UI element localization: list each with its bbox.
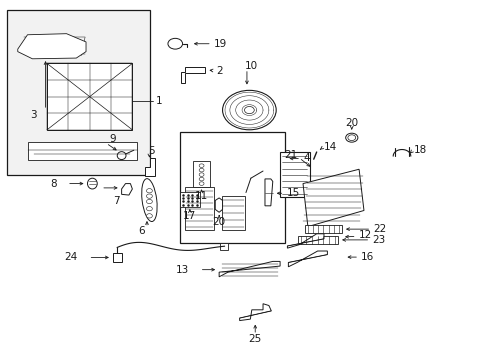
Circle shape (199, 168, 203, 172)
Bar (305, 225, 341, 233)
Bar (221, 196, 244, 230)
Circle shape (146, 214, 152, 218)
Polygon shape (303, 169, 363, 226)
Text: 11: 11 (195, 191, 208, 201)
Text: 18: 18 (413, 144, 427, 154)
Text: 20: 20 (212, 217, 225, 227)
Polygon shape (122, 184, 132, 195)
Circle shape (146, 189, 152, 193)
Text: 3: 3 (30, 111, 37, 121)
Circle shape (244, 107, 254, 114)
Polygon shape (264, 179, 272, 206)
Bar (6, 10, 150, 175)
Polygon shape (288, 251, 327, 267)
Text: 12: 12 (358, 230, 371, 240)
Polygon shape (215, 198, 222, 212)
Text: 20: 20 (345, 118, 358, 128)
Text: 4: 4 (303, 153, 309, 163)
Circle shape (347, 135, 355, 140)
Text: 21: 21 (284, 150, 297, 160)
Circle shape (146, 194, 152, 198)
Text: 19: 19 (214, 39, 227, 49)
Text: 10: 10 (245, 61, 258, 71)
Text: 16: 16 (360, 252, 373, 262)
Circle shape (146, 207, 152, 211)
Circle shape (146, 199, 152, 204)
Text: 1: 1 (156, 96, 162, 106)
Bar (279, 152, 309, 197)
Bar (180, 192, 199, 207)
Circle shape (199, 177, 203, 181)
Text: 13: 13 (175, 265, 188, 275)
Polygon shape (287, 234, 324, 248)
Ellipse shape (345, 133, 357, 142)
Circle shape (199, 182, 203, 185)
Polygon shape (144, 158, 155, 176)
Text: 14: 14 (323, 142, 336, 152)
Text: 7: 7 (113, 196, 120, 206)
Text: 15: 15 (286, 188, 299, 198)
Text: 22: 22 (372, 224, 386, 234)
Bar (193, 161, 210, 187)
Text: 17: 17 (183, 211, 196, 221)
Text: 25: 25 (248, 333, 261, 343)
Circle shape (222, 90, 276, 130)
Text: 9: 9 (109, 135, 116, 144)
Ellipse shape (142, 179, 157, 221)
Bar (113, 253, 122, 262)
Text: 6: 6 (138, 226, 144, 236)
Text: 24: 24 (64, 252, 78, 262)
Circle shape (199, 173, 203, 176)
Bar (180, 132, 285, 243)
Text: 2: 2 (216, 66, 223, 76)
Ellipse shape (117, 152, 126, 159)
Bar (47, 63, 132, 130)
Bar (27, 141, 137, 160)
Text: 5: 5 (148, 145, 155, 156)
Text: 8: 8 (51, 179, 57, 189)
Bar (298, 236, 337, 244)
Circle shape (167, 39, 182, 49)
Polygon shape (181, 67, 205, 83)
Polygon shape (219, 261, 280, 277)
Text: 23: 23 (371, 235, 385, 245)
Bar (219, 243, 228, 250)
Bar (184, 187, 214, 230)
Polygon shape (18, 34, 86, 59)
Circle shape (199, 164, 203, 167)
Ellipse shape (87, 178, 97, 189)
Polygon shape (239, 304, 271, 320)
